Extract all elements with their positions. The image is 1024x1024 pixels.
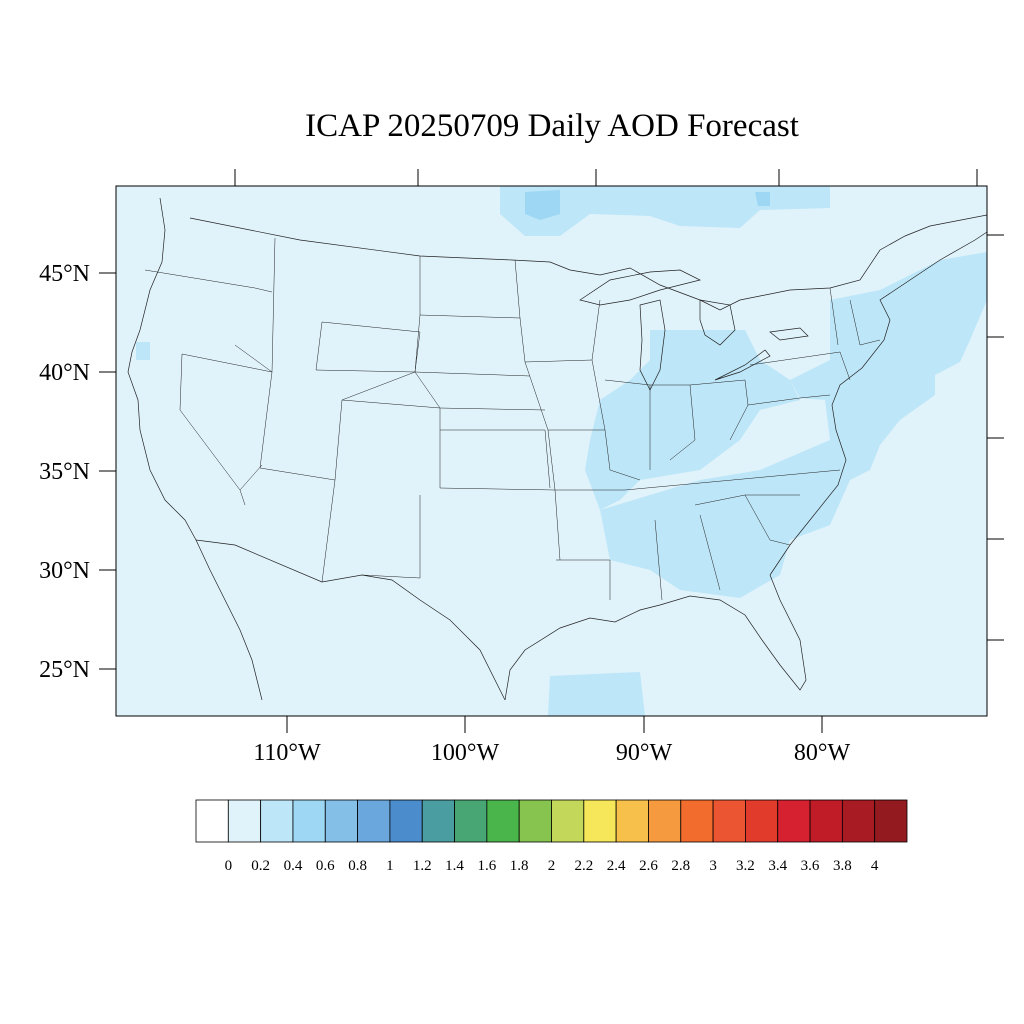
atlantic-coast — [769, 231, 987, 576]
colorbar-label: 0.4 — [284, 858, 303, 874]
west-coast-aod-region — [136, 342, 150, 360]
colorbar-swatch — [454, 799, 488, 843]
lon-label: 80°W — [794, 740, 851, 766]
lake-erie — [714, 349, 771, 381]
colorbar: 0 0.2 0.4 0.6 0.8 1 1.2 1.4 1.6 1.8 2 2.2 2.4 2.6 2.8 3… — [195, 799, 908, 874]
colorbar-swatch — [324, 799, 358, 843]
colorbar-swatch — [292, 799, 326, 843]
lon-label: 110°W — [253, 740, 321, 766]
bottom-ticks — [286, 716, 823, 733]
us-mexico-border — [195, 539, 506, 701]
colorbar-label: 3.6 — [801, 858, 820, 874]
colorbar-swatch — [583, 799, 617, 843]
state-lines — [144, 237, 881, 601]
atlantic-coast-aod-region — [790, 252, 987, 480]
us-canada-border — [189, 214, 987, 311]
colorbar-label: 1.4 — [445, 858, 464, 874]
colorbar-label: 0.2 — [251, 858, 270, 874]
lat-label: 30°N — [39, 558, 90, 584]
colorbar-swatch — [777, 799, 811, 843]
colorbar-swatch — [874, 799, 908, 843]
colorbar-label: 0.8 — [348, 858, 367, 874]
colorbar-swatch — [809, 799, 843, 843]
colorbar-label: 2.6 — [639, 858, 658, 874]
map-boundaries — [127, 197, 987, 701]
lat-label: 45°N — [39, 261, 90, 287]
right-ticks — [987, 234, 1004, 641]
colorbar-label: 4 — [871, 858, 879, 874]
colorbar-swatch — [260, 799, 294, 843]
colorbar-label: 3 — [709, 858, 717, 874]
gulf-aod-region — [548, 672, 645, 716]
left-ticks — [99, 272, 116, 670]
southeast-aod-region — [600, 440, 850, 598]
ohio-valley-aod-region — [585, 330, 800, 510]
colorbar-label: 0.6 — [316, 858, 335, 874]
colorbar-label: 2.8 — [671, 858, 690, 874]
aod-shading — [136, 186, 987, 716]
lat-label: 25°N — [39, 657, 90, 683]
lake-ontario — [769, 327, 809, 341]
colorbar-swatch — [421, 799, 455, 843]
colorbar-swatch — [615, 799, 649, 843]
colorbar-label: 2.2 — [574, 858, 593, 874]
colorbar-swatch — [518, 799, 552, 843]
top-ticks — [234, 169, 978, 186]
colorbar-label: 0 — [225, 858, 233, 874]
colorbar-label: 3.2 — [736, 858, 755, 874]
lat-label: 35°N — [39, 459, 90, 485]
colorbar-swatch — [486, 799, 520, 843]
colorbar-swatch — [680, 799, 714, 843]
colorbar-label: 1 — [386, 858, 394, 874]
lake-huron — [699, 299, 736, 346]
colorbar-swatch — [648, 799, 682, 843]
colorbar-label: 3.4 — [768, 858, 787, 874]
colorbar-label: 2.4 — [607, 858, 626, 874]
colorbar-label: 1.2 — [413, 858, 432, 874]
colorbar-swatch — [551, 799, 585, 843]
colorbar-swatch — [357, 799, 391, 843]
gulf-coast — [504, 574, 807, 701]
lake-superior — [579, 269, 702, 306]
colorbar-label: 3.8 — [833, 858, 852, 874]
colorbar-swatch — [389, 799, 423, 843]
lat-label: 40°N — [39, 360, 90, 386]
colorbar-swatch — [227, 799, 262, 843]
lon-label: 90°W — [616, 740, 673, 766]
canada-aod-region — [500, 186, 830, 236]
map-title: ICAP 20250709 Daily AOD Forecast — [305, 108, 799, 144]
colorbar-swatch — [195, 799, 229, 843]
colorbar-swatch — [745, 799, 779, 843]
canada-aod-darker — [525, 190, 770, 220]
lake-michigan — [639, 299, 666, 391]
colorbar-label: 1.8 — [510, 858, 529, 874]
colorbar-label: 1.6 — [477, 858, 496, 874]
lon-label: 100°W — [431, 740, 500, 766]
colorbar-label: 2 — [548, 858, 556, 874]
west-coast — [127, 197, 263, 701]
map-frame — [115, 185, 988, 717]
colorbar-swatch — [841, 799, 876, 843]
colorbar-swatch — [712, 799, 746, 843]
